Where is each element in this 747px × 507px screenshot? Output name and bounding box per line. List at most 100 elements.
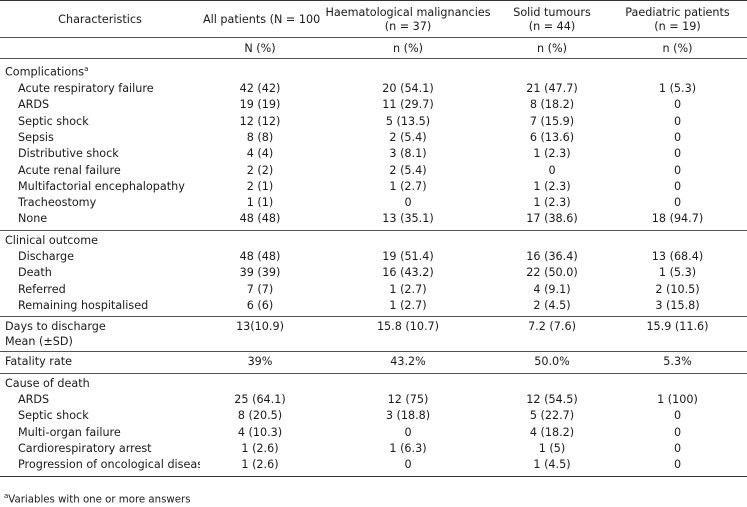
header-paediatric-n: (n = 19) [654, 19, 701, 33]
row-value: 1 (5) [538, 441, 566, 455]
empty-cell [608, 229, 747, 249]
row-value: 4 (10.3) [237, 425, 283, 439]
row-value: 1 (5.3) [658, 82, 697, 96]
header-haematological: Haematological malignancies (n = 37) [320, 1, 496, 38]
table-row: Distributive shock 4 (4) 3 (8.1) 1 (2.3) 0 [0, 146, 747, 162]
section-label-sup: a [84, 65, 89, 73]
section-label: Cause of death [0, 372, 200, 393]
unit-haematological: n (%) [320, 37, 496, 59]
row-label: Distributive shock [18, 147, 119, 161]
footnote-text: Variables with one or more answers [8, 494, 191, 506]
row-value: 6 (6) [246, 298, 274, 312]
row-value: 48 (48) [239, 212, 281, 226]
row-label: Discharge [18, 250, 75, 263]
empty-cell [320, 58, 496, 82]
table-row: Sepsis 8 (8) 2 (5.4) 6 (13.6) 0 [0, 130, 747, 146]
section-label-text: Cause of death [5, 376, 90, 390]
section-label-text: Clinical outcome [5, 233, 98, 247]
row-value: 0 [673, 441, 682, 455]
row-label: Remaining hospitalised [18, 298, 149, 312]
section-label-text: Complications [5, 65, 85, 79]
empty-cell [320, 372, 496, 393]
row-value: 8 (20.5) [237, 409, 283, 423]
row-value: 1 (100) [657, 393, 698, 407]
row-value: 0 [673, 114, 682, 128]
section-header-row: Cause of death [0, 372, 747, 393]
section-label: Fatality rate [0, 351, 200, 374]
row-value: 2 (1) [246, 179, 274, 193]
header-all-patients: All patients (N = 100) [200, 1, 320, 38]
row-value: 1 (2.6) [241, 458, 279, 472]
row-value: 1 (2.7) [389, 298, 427, 312]
row-value: 1 (1) [246, 196, 274, 210]
unit-solid-tumours: n (%) [496, 37, 608, 59]
empty-cell [200, 58, 320, 82]
row-label: Acute renal failure [18, 163, 121, 177]
section-label: Complicationsa [0, 58, 200, 82]
row-value: 12 (54.5) [526, 393, 578, 407]
row-value: 22 (50.0) [526, 266, 578, 280]
row-value: 16 (36.4) [526, 250, 578, 263]
section-header-row: Clinical outcome [0, 229, 747, 249]
empty-cell [200, 372, 320, 393]
row-label: Cardiorespiratory arrest [18, 441, 152, 455]
row-value: 16 (43.2) [382, 266, 434, 280]
row-label: None [18, 212, 48, 226]
row-value: 0 [404, 425, 412, 439]
row-value: 4 (18.2) [529, 425, 575, 439]
header-haematological-n: (n = 37) [384, 19, 432, 33]
header-solid-tumours: Solid tumours (n = 44) [496, 1, 608, 38]
row-value: 0 [673, 130, 682, 144]
row-value: 4 (4) [246, 147, 274, 161]
table-row: Multi-organ failure 4 (10.3) 0 4 (18.2) 0 [0, 425, 747, 441]
row-value: 13 (68.4) [651, 250, 704, 263]
row-value: 0 [673, 179, 682, 193]
row-value: 1 (2.7) [389, 179, 427, 193]
table-row: Remaining hospitalised 6 (6) 1 (2.7) 2 (4.5… [0, 298, 747, 317]
row-value: 18 (94.7) [651, 212, 704, 226]
table-body: Complicationsa Acute respiratory failure 4… [0, 58, 747, 477]
row-value: 2 (4.5) [533, 298, 571, 312]
unit-row: N (%) n (%) n (%) n (%) [0, 37, 747, 59]
row-label: ARDS [18, 98, 50, 112]
row-label: Multifactorial encephalopathy [18, 179, 185, 193]
row-value: 7 (7) [246, 282, 274, 296]
row-value: 1 (5.3) [658, 266, 697, 280]
section-label: Days to discharge [0, 316, 200, 336]
unit-empty [0, 37, 200, 59]
row-value: 0 [548, 163, 556, 177]
patient-characteristics-table: Characteristics All patients (N = 100) H… [0, 0, 747, 477]
table-row: Acute respiratory failure 42 (42) 20 (54.1… [0, 81, 747, 97]
header-paediatric: Paediatric patients (n = 19) [608, 1, 747, 38]
row-value: 5.3% [608, 351, 747, 374]
row-value: 4 (9.1) [533, 282, 571, 296]
empty-cell [200, 229, 320, 249]
row-value: 3 (15.8) [655, 298, 700, 312]
row-value: 5 (13.5) [385, 114, 431, 128]
row-value: 0 [404, 458, 412, 472]
row-value: 13(10.9) [200, 316, 320, 336]
row-value: 20 (54.1) [382, 82, 434, 96]
empty-cell [496, 229, 608, 249]
header-paediatric-label: Paediatric patients [625, 5, 730, 19]
row-value: 43.2% [320, 351, 496, 374]
row-value: 0 [673, 147, 682, 161]
table-row: Septic shock 12 (12) 5 (13.5) 7 (15.9) 0 [0, 114, 747, 130]
fatality-rate-row: Fatality rate 39% 43.2% 50.0% 5.3% [0, 351, 747, 374]
row-value: 12 (12) [239, 114, 281, 128]
row-label: Progression of oncological disease [18, 458, 200, 472]
section-header-row: Complicationsa [0, 58, 747, 82]
row-value: 3 (18.8) [385, 409, 431, 423]
header-solid-tumours-n: (n = 44) [528, 19, 576, 33]
empty-cell [320, 229, 496, 249]
row-value: 0 [673, 425, 682, 439]
empty-cell [200, 335, 320, 352]
row-value: 0 [673, 98, 682, 112]
row-value: 2 (2) [246, 163, 274, 177]
row-value: 42 (42) [239, 82, 281, 96]
row-value: 8 (8) [246, 130, 274, 144]
row-value: 6 (13.6) [529, 130, 575, 144]
table-row: Septic shock 8 (20.5) 3 (18.8) 5 (22.7) 0 [0, 408, 747, 424]
row-value: 0 [673, 458, 682, 472]
